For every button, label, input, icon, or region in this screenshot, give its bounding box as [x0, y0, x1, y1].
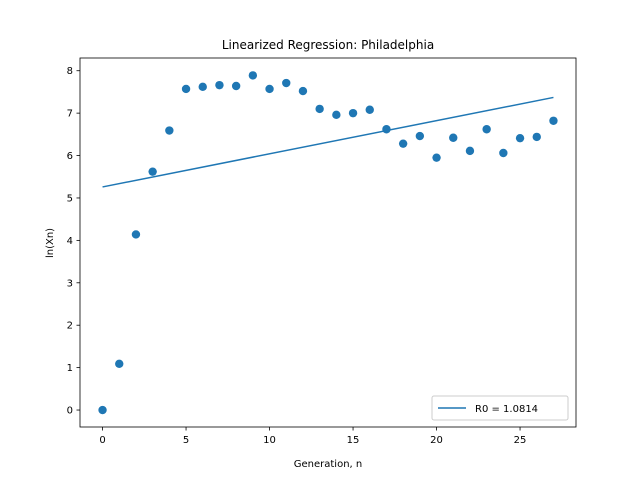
x-tick-label: 25: [514, 435, 527, 446]
x-tick-label: 0: [99, 435, 105, 446]
y-tick-label: 1: [67, 363, 73, 374]
data-point: [115, 359, 124, 369]
data-point: [98, 405, 107, 415]
y-tick-label: 4: [67, 236, 73, 247]
data-point: [248, 71, 258, 80]
chart-title: Linearized Regression: Philadelphia: [222, 38, 434, 52]
data-point: [549, 116, 558, 125]
data-point: [315, 104, 324, 114]
data-point: [532, 132, 541, 142]
legend-label: R0 = 1.0814: [475, 404, 538, 415]
data-point: [265, 84, 274, 94]
y-axis-label: ln(Xn): [45, 228, 56, 258]
x-tick-label: 20: [430, 435, 443, 446]
x-tick-label: 10: [263, 435, 276, 446]
data-point: [131, 230, 141, 239]
data-point: [432, 153, 441, 162]
x-tick-label: 5: [183, 435, 189, 446]
x-tick-label: 15: [347, 435, 360, 446]
y-tick-label: 3: [67, 278, 73, 289]
data-point: [282, 78, 291, 88]
data-point: [181, 84, 191, 94]
data-point: [415, 131, 425, 141]
y-tick-label: 0: [67, 406, 73, 417]
y-tick-label: 8: [67, 66, 73, 77]
data-point: [231, 81, 241, 91]
axes-frame: [79, 57, 577, 428]
data-point: [298, 86, 308, 96]
data-point: [515, 133, 525, 143]
y-tick-label: 7: [67, 109, 73, 120]
y-tick-label: 6: [67, 151, 73, 162]
data-point: [348, 108, 358, 118]
x-axis-label: Generation, n: [294, 459, 362, 470]
legend: R0 = 1.0814: [431, 395, 569, 421]
data-point: [165, 126, 174, 135]
legend-frame: [431, 395, 569, 421]
data-point: [332, 110, 341, 120]
data-point: [398, 139, 408, 148]
data-point: [198, 82, 207, 92]
data-point: [215, 80, 224, 90]
data-point: [465, 146, 475, 156]
data-point: [148, 167, 157, 176]
regression-line: [102, 96, 554, 188]
axes-border: [79, 57, 577, 428]
data-point: [482, 125, 491, 134]
axes: 0 5 10 15 20 25 0 1 2 3 4 5 6 7 8: [67, 66, 527, 446]
y-tick-label: 5: [67, 193, 73, 204]
data-point: [499, 148, 508, 158]
y-tick-label: 2: [67, 321, 73, 332]
plot-area: [98, 71, 558, 415]
data-point: [365, 105, 374, 114]
data-point: [449, 133, 458, 142]
